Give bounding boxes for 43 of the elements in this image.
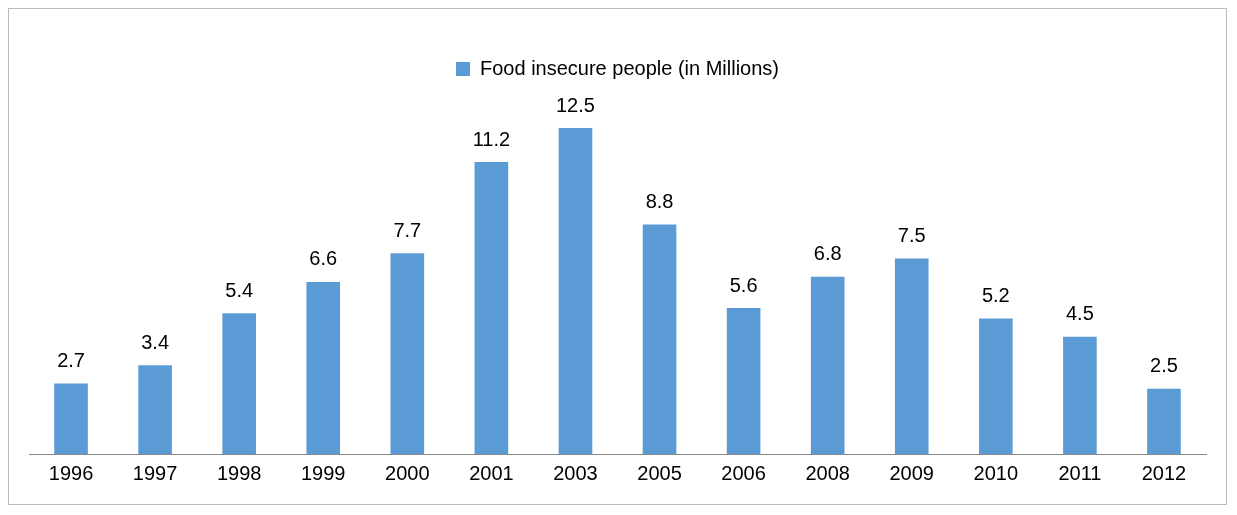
data-label: 4.5 [1065, 302, 1094, 325]
x-tick-label: 2009 [889, 461, 934, 484]
bar [138, 365, 172, 454]
data-label: 2.7 [57, 349, 85, 372]
data-label: 5.4 [225, 278, 254, 301]
bar [979, 318, 1013, 454]
x-tick-label: 1998 [216, 461, 262, 484]
data-label: 5.2 [981, 283, 1010, 306]
bar [894, 258, 929, 454]
data-label: 7.5 [897, 223, 926, 246]
x-tick-label: 2005 [637, 461, 682, 484]
x-tick-label: 1997 [132, 461, 178, 484]
bar [306, 281, 341, 454]
x-tick-label: 2010 [973, 461, 1019, 484]
bar [222, 313, 256, 454]
bar [726, 308, 761, 454]
x-tick-label: 1996 [48, 461, 94, 484]
x-tick-label: 2008 [805, 461, 850, 484]
x-tick-label: 2000 [385, 461, 430, 484]
legend-label: Food insecure people (in Millions) [479, 56, 780, 79]
data-label: 6.8 [813, 242, 842, 265]
data-label: 11.2 [472, 127, 511, 150]
data-label: 8.8 [645, 190, 674, 213]
bar [1063, 336, 1097, 454]
bar [810, 276, 845, 454]
bar [54, 383, 88, 454]
x-tick-label: 2003 [553, 461, 598, 484]
bar [1147, 388, 1181, 454]
x-tick-label: 1999 [301, 461, 346, 484]
x-tick-label: 2006 [721, 461, 766, 484]
bar [558, 128, 593, 454]
data-label: 12.5 [556, 93, 595, 116]
data-label: 3.4 [141, 330, 170, 353]
bar [390, 253, 425, 454]
x-tick-label: 2001 [469, 461, 514, 484]
data-label: 7.7 [393, 218, 422, 241]
x-tick-label: 2011 [1058, 461, 1102, 484]
data-label: 2.5 [1150, 354, 1178, 377]
data-label: 6.6 [309, 247, 338, 270]
bar [474, 162, 509, 454]
bar [642, 224, 677, 454]
x-tick-label: 2012 [1141, 461, 1187, 484]
data-label: 5.6 [729, 273, 758, 296]
